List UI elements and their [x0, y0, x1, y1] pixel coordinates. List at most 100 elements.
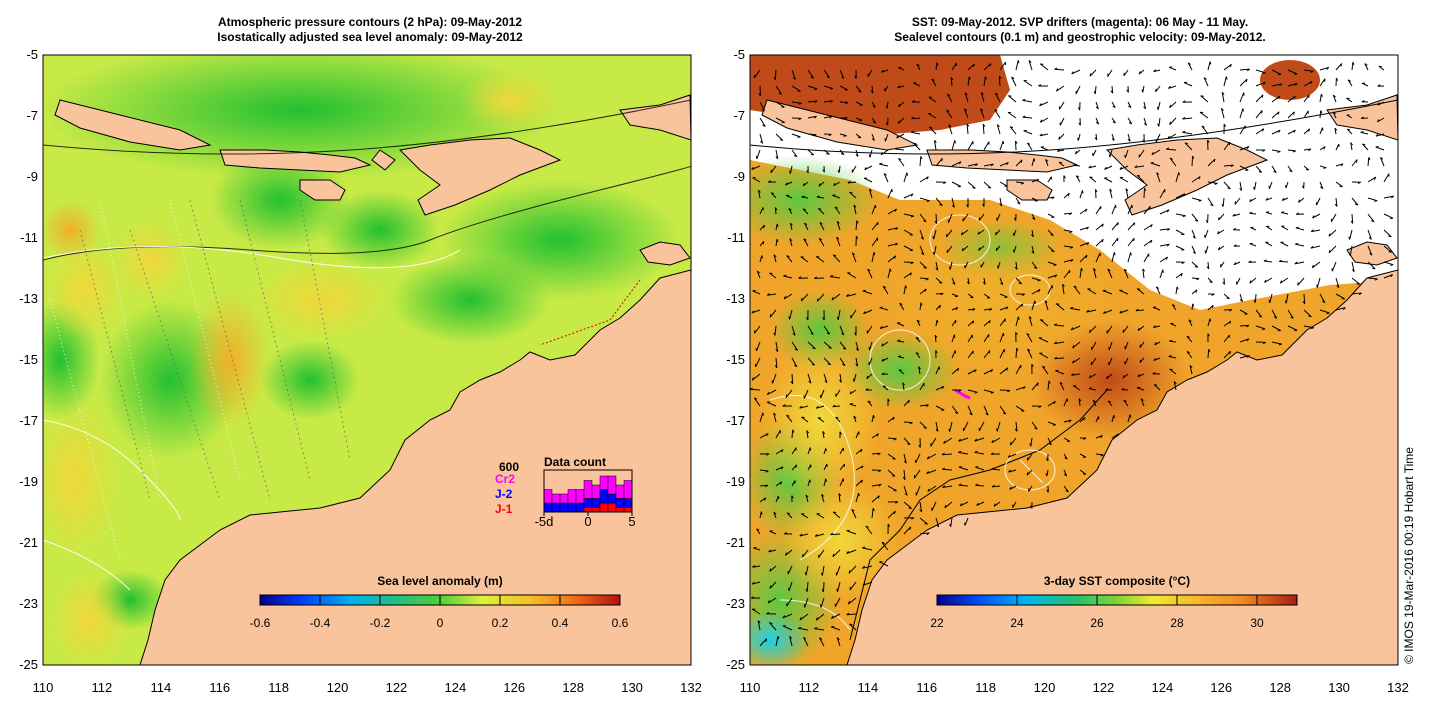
data-count-x-tick: 0 [584, 514, 592, 529]
data-count-bar-cr2 [567, 489, 577, 504]
island-northeast [619, 94, 691, 141]
lon-tick: 126 [1210, 680, 1233, 695]
sea-level-anomaly-map [43, 55, 691, 665]
sla-colorbar-label: Sea level anomaly (m) [377, 574, 503, 588]
data-count-bar-cr2 [559, 493, 569, 504]
lat-tick: -9 [26, 169, 38, 184]
lon-tick: 114 [150, 680, 172, 695]
colorbar-tick-label: -0.2 [369, 616, 391, 630]
island-east-sst [1346, 241, 1398, 266]
svp-drifter-track [954, 388, 971, 400]
data-count-x-tick: -5d [534, 514, 554, 529]
lon-tick: 122 [385, 680, 408, 695]
lon-tick: 128 [1269, 680, 1292, 695]
lon-tick: 116 [209, 680, 231, 695]
data-count-max: 600 [499, 460, 520, 474]
data-count-bar-j1 [583, 507, 593, 513]
data-count-bar-j2 [567, 502, 577, 513]
data-count-bar-j2 [623, 498, 633, 508]
lon-tick: 124 [1151, 680, 1174, 695]
data-count-bar-j2 [551, 502, 561, 513]
right-panel-title: SST: 09-May-2012. SVP drifters (magenta)… [800, 15, 1360, 45]
lat-tick: -11 [20, 230, 38, 245]
left-title-line2: Isostatically adjusted sea level anomaly… [217, 30, 523, 44]
lon-tick: 110 [739, 680, 761, 695]
data-count-bar-j2 [607, 493, 617, 504]
lon-tick: 118 [268, 680, 289, 695]
left-panel-title: Atmospheric pressure contours (2 hPa): 0… [150, 15, 590, 45]
colorbar-tick-label: 0.4 [551, 616, 569, 630]
lat-tick: -15 [726, 352, 745, 367]
colorbar-tick-label: -0.4 [309, 616, 331, 630]
lon-tick: 126 [503, 680, 526, 695]
data-count-bar-cr2 [591, 484, 601, 499]
legend-j2: J-2 [495, 487, 513, 501]
sumba-island [299, 179, 346, 201]
data-count-bar-cr2 [583, 480, 593, 499]
australia-landmass-sst [846, 269, 1398, 665]
colorbar-tick-label: 24 [1010, 616, 1024, 630]
lat-tick: -7 [26, 108, 38, 123]
colorbar-tick-label: 0 [436, 616, 444, 630]
data-count-bar-j1 [623, 507, 633, 513]
data-count-bar-j1 [607, 502, 617, 513]
data-count-bar-j2 [583, 498, 593, 508]
data-count-bar-cr2 [599, 475, 609, 490]
lat-tick: -19 [19, 474, 38, 489]
data-count-bar-j2 [591, 498, 601, 508]
lat-tick: -21 [19, 535, 38, 550]
lon-tick: 122 [1092, 680, 1115, 695]
lat-tick: -15 [19, 352, 38, 367]
data-count-bars [543, 475, 633, 513]
data-count-bar-j2 [543, 502, 553, 513]
timor-island [398, 137, 562, 216]
island-east [639, 241, 691, 266]
data-count-bar-cr2 [543, 489, 553, 504]
colorbar-tick-label: 30 [1250, 616, 1264, 630]
lat-tick: -17 [19, 413, 38, 428]
left-title-line1: Atmospheric pressure contours (2 hPa): 0… [217, 15, 523, 29]
colorbar-tick-label: 22 [930, 616, 944, 630]
lat-tick: -19 [726, 474, 745, 489]
lon-tick: 120 [326, 680, 349, 695]
lon-tick: 130 [1328, 680, 1350, 695]
nusa-tenggara-islands [219, 149, 372, 173]
lon-tick: 110 [32, 680, 54, 695]
data-count-x-tick: 5 [628, 514, 636, 529]
lon-tick: 116 [916, 680, 938, 695]
colorbar-tick-label: 0.2 [491, 616, 509, 630]
lon-tick: 132 [680, 680, 702, 695]
colorbar-tick-label: -0.6 [249, 616, 271, 630]
copyright-notice: © IMOS 19-Mar-2016 00:19 Hobart Time [1402, 447, 1416, 664]
lat-tick: -21 [726, 535, 745, 550]
sst-colorbar-label: 3-day SST composite (°C) [1043, 574, 1191, 588]
sst-map [750, 55, 1398, 665]
lon-tick: 114 [857, 680, 879, 695]
colorbar-tick-label: 0.6 [611, 616, 629, 630]
data-count-bar-j2 [599, 489, 609, 504]
lat-tick: -11 [727, 230, 745, 245]
lat-tick: -25 [19, 657, 38, 672]
data-count-bar-j2 [559, 502, 569, 513]
australia-landmass [139, 269, 691, 665]
lon-tick: 124 [444, 680, 467, 695]
data-count-title: Data count [544, 455, 607, 469]
java-island-sst [761, 99, 919, 151]
lat-tick: -13 [726, 291, 745, 306]
nusa-tenggara-islands-sst [926, 149, 1079, 173]
data-count-bar-j2 [575, 502, 585, 513]
lat-tick: -5 [26, 47, 38, 62]
lat-tick: -17 [726, 413, 745, 428]
lon-tick: 112 [91, 680, 113, 695]
data-count-bar-j1 [615, 507, 625, 513]
data-count-bar-j1 [591, 507, 601, 513]
data-count-bar-cr2 [575, 489, 585, 504]
right-title-line2: Sealevel contours (0.1 m) and geostrophi… [894, 30, 1266, 44]
lon-tick: 112 [798, 680, 820, 695]
data-count-bar-j1 [599, 502, 609, 513]
lat-tick: -25 [726, 657, 745, 672]
lon-tick: 130 [621, 680, 643, 695]
sst-colorbar [936, 594, 1298, 606]
lat-tick: -9 [733, 169, 745, 184]
lat-tick: -13 [19, 291, 38, 306]
